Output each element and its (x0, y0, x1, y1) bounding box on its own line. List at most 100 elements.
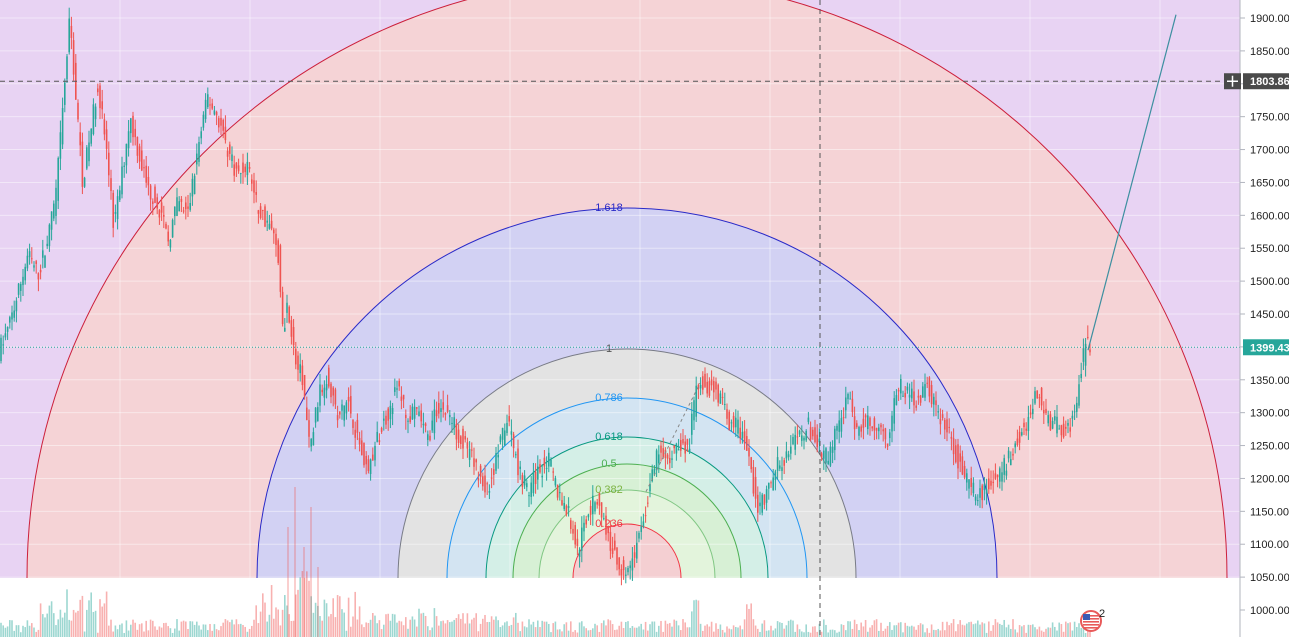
volume-bar (352, 616, 354, 637)
volume-bar (134, 622, 136, 637)
candle-body (1043, 409, 1045, 414)
fib-trend-baseline[interactable] (645, 382, 701, 492)
volume-bar (809, 632, 812, 637)
fib-arc-0.5[interactable] (512, 463, 742, 578)
volume-bar (559, 629, 561, 637)
volume-bar (1065, 621, 1067, 637)
candle-body (323, 387, 326, 398)
candle-body (224, 126, 227, 141)
candle-body (424, 423, 427, 427)
volume-bar (130, 624, 132, 637)
candle-body (152, 201, 154, 204)
volume-bar (636, 627, 638, 637)
candle-body (235, 162, 238, 169)
fib-arc-outer[interactable] (26, 0, 1228, 578)
volume-bar (1032, 624, 1034, 637)
volume-bar (402, 625, 405, 637)
volume-bar (301, 571, 304, 637)
volume-bar (310, 596, 312, 637)
candle-body (715, 381, 717, 390)
volume-bar (959, 620, 961, 637)
volume-bar (1073, 621, 1076, 637)
volume-bar (933, 629, 935, 637)
volume-bar (730, 629, 733, 637)
volume-bar (671, 626, 673, 637)
volume-bar (642, 629, 645, 637)
fib-arc-1[interactable] (397, 348, 857, 578)
volume-bar (930, 624, 933, 637)
volume-bar (1047, 627, 1049, 637)
flag-canton (1083, 614, 1090, 620)
candle-body (57, 158, 59, 201)
candle-body (770, 482, 772, 484)
candle-body (460, 436, 462, 445)
volume-bar (638, 626, 640, 637)
volume-bar (908, 626, 911, 637)
trend-line[interactable] (1087, 14, 1177, 351)
candle-body (251, 179, 253, 184)
volume-bar (944, 630, 946, 637)
candle-body (68, 18, 70, 53)
candle-body (882, 429, 884, 432)
candle-body (88, 142, 90, 162)
candle-body (827, 460, 829, 465)
candle-body (884, 428, 887, 440)
candle-body (336, 415, 339, 421)
candle-body (178, 201, 180, 212)
candle-body (944, 419, 946, 430)
volume-bar (231, 619, 233, 637)
candle-body (875, 427, 878, 431)
volume-bar (400, 621, 403, 637)
volume-bar (677, 625, 680, 637)
fib-arc-0.236[interactable] (572, 523, 682, 578)
fib-label-1: 1 (606, 343, 612, 355)
fib-arc-0.786[interactable] (446, 397, 808, 578)
candle-body (570, 520, 572, 530)
candle-body (13, 310, 15, 318)
fib-arc-1.618[interactable] (256, 207, 998, 578)
candle-body (924, 384, 926, 398)
candle-body (959, 453, 961, 462)
volume-bar (398, 620, 400, 637)
volume-bar (141, 623, 143, 637)
volume-bar (708, 626, 711, 637)
candle-body (433, 409, 436, 434)
volume-bar (86, 609, 88, 637)
candle-body (856, 423, 858, 428)
candle-body (187, 206, 189, 209)
volume-bar (336, 595, 339, 637)
volume-bar (94, 610, 97, 637)
candle-body (677, 449, 680, 451)
fib-arc-0.382[interactable] (538, 489, 716, 578)
volume-bar (20, 632, 22, 637)
candle-body (902, 395, 904, 397)
volume-bar (387, 613, 389, 637)
candle-body (314, 407, 317, 423)
volume-bar (185, 621, 187, 637)
candle-body (992, 481, 994, 484)
volume-bar (475, 613, 477, 637)
volume-bar (622, 628, 625, 637)
price-axis[interactable]: 1000.00 1050.00 1100.00 1150.00 1200.00 1250.… (1240, 13, 1289, 617)
volume-bar (541, 620, 543, 637)
candle-body (917, 395, 920, 398)
volume-bar (838, 631, 840, 637)
volume-bar (660, 620, 662, 637)
candle-body (541, 475, 543, 478)
candle-body (537, 466, 539, 480)
fib-arc-0.618[interactable] (485, 436, 769, 578)
volume-bar (42, 614, 44, 637)
candle-body (218, 118, 220, 128)
candle-body (119, 190, 121, 200)
volume-bar (198, 625, 200, 637)
volume-bar (556, 629, 559, 637)
volume-bar (405, 617, 407, 637)
volume-bar (757, 628, 759, 637)
volume-bar (257, 623, 260, 637)
candle-body (455, 424, 458, 440)
candle-body (600, 502, 603, 518)
us-flag-icon[interactable]: 2 (1080, 608, 1105, 632)
volume-bar (48, 605, 51, 637)
candle-body (532, 472, 535, 494)
